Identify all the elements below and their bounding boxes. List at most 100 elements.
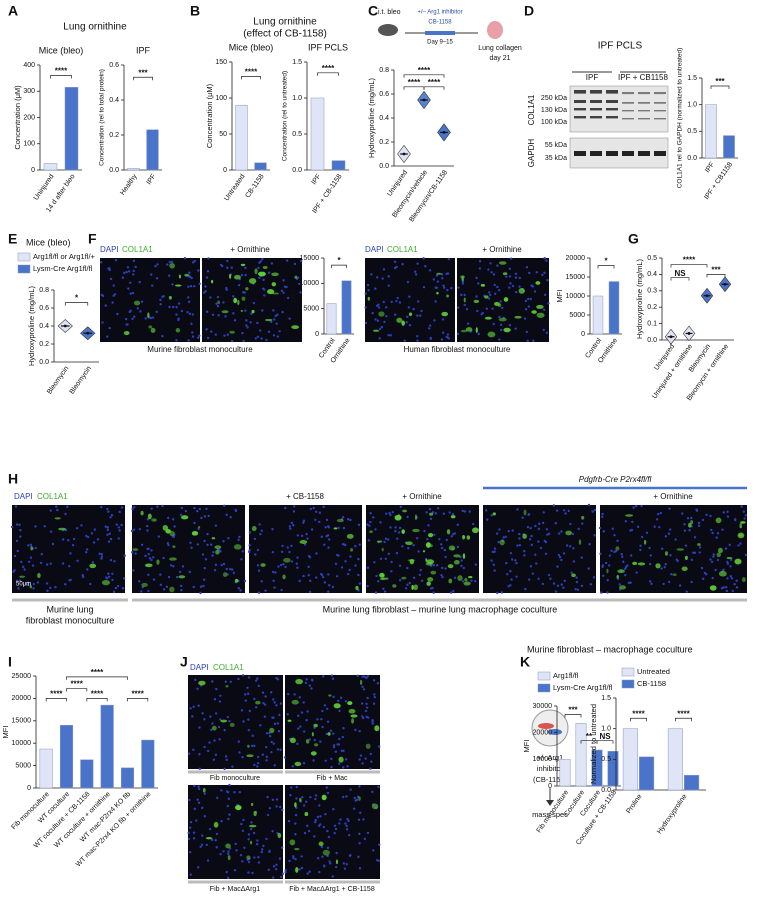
label: DAPI xyxy=(14,492,33,501)
nucleus xyxy=(272,698,275,701)
nucleus xyxy=(256,755,260,759)
collagen-signal xyxy=(294,275,298,279)
nucleus xyxy=(186,311,189,314)
nucleus xyxy=(563,579,567,582)
nucleus xyxy=(543,257,546,260)
nucleus xyxy=(428,507,432,511)
nucleus xyxy=(345,824,348,828)
nucleus xyxy=(305,678,308,681)
nucleus xyxy=(278,330,281,333)
nucleus xyxy=(607,564,611,567)
nucleus xyxy=(258,276,261,279)
nucleus xyxy=(247,860,251,864)
nucleus xyxy=(406,566,409,570)
nucleus xyxy=(333,831,336,835)
chart-title: IPF PCLS xyxy=(598,41,643,52)
nucleus xyxy=(366,716,370,719)
nucleus xyxy=(371,720,374,723)
blot-band xyxy=(638,151,650,156)
nucleus xyxy=(222,562,226,566)
collagen-signal xyxy=(336,518,344,523)
bar xyxy=(127,168,140,171)
nucleus xyxy=(61,562,65,565)
y-tick-label: 50 xyxy=(219,131,227,138)
nucleus xyxy=(288,859,291,863)
collagen-signal xyxy=(351,718,355,724)
nucleus xyxy=(378,327,382,331)
nucleus xyxy=(248,543,251,547)
nucleus xyxy=(191,331,194,334)
nucleus xyxy=(172,564,175,568)
nucleus xyxy=(375,858,379,862)
blot-band xyxy=(606,108,618,111)
collagen-signal xyxy=(355,585,359,591)
nucleus xyxy=(433,319,436,322)
nucleus xyxy=(460,564,463,568)
collagen-signal xyxy=(298,797,302,802)
nucleus xyxy=(219,718,222,721)
nucleus xyxy=(117,537,120,540)
nucleus xyxy=(701,518,705,522)
nucleus xyxy=(198,282,201,286)
nucleus xyxy=(428,269,432,272)
sig-bracket xyxy=(596,740,614,744)
nucleus xyxy=(223,334,226,337)
nucleus xyxy=(529,297,533,301)
significance: **** xyxy=(683,256,696,265)
nucleus xyxy=(377,745,381,748)
nucleus xyxy=(43,525,46,528)
nucleus xyxy=(372,679,376,682)
nucleus xyxy=(422,285,426,289)
nucleus xyxy=(502,536,505,539)
nucleus xyxy=(296,276,300,279)
nucleus xyxy=(220,789,223,792)
collagen-signal xyxy=(267,289,275,295)
bar xyxy=(622,728,638,791)
nucleus xyxy=(408,295,411,298)
y-tick-label: 15000 xyxy=(300,255,320,262)
nucleus xyxy=(629,529,632,532)
nucleus xyxy=(189,873,192,876)
nucleus xyxy=(446,288,449,292)
y-tick-label: 1.0 xyxy=(601,726,611,733)
nucleus xyxy=(309,579,312,583)
nucleus xyxy=(514,290,518,294)
nucleus xyxy=(395,551,399,555)
label: Human fibroblast monoculture xyxy=(404,345,511,354)
nucleus xyxy=(159,583,163,586)
nucleus xyxy=(150,273,153,276)
collagen-signal xyxy=(148,325,153,329)
nucleus xyxy=(261,309,264,312)
collagen-signal xyxy=(215,549,220,555)
collagen-signal xyxy=(246,754,254,758)
marker-label: 130 kDa xyxy=(541,107,567,114)
nucleus xyxy=(204,558,208,561)
nucleus xyxy=(226,333,229,336)
nucleus xyxy=(223,504,226,507)
collagen-signal xyxy=(258,271,266,277)
nucleus xyxy=(306,710,309,713)
nucleus xyxy=(376,319,380,322)
bar xyxy=(607,751,619,787)
y-axis-label: MFI xyxy=(289,290,298,303)
collagen-signal xyxy=(665,551,668,556)
collagen-signal xyxy=(428,533,434,538)
y-tick-label: 1.5 xyxy=(292,59,302,66)
nucleus xyxy=(648,546,651,550)
collagen-signal xyxy=(371,803,379,810)
y-tick-label: 0.5 xyxy=(601,756,611,763)
x-tick-label: IPF xyxy=(311,173,323,186)
y-tick-label: 100 xyxy=(23,141,35,148)
collagen-signal xyxy=(681,566,688,572)
nucleus xyxy=(321,725,324,729)
collagen-signal xyxy=(535,281,541,285)
nucleus xyxy=(258,329,262,332)
nucleus xyxy=(204,285,207,288)
nucleus xyxy=(477,282,480,285)
nucleus xyxy=(281,872,285,875)
collagen-signal xyxy=(454,559,460,565)
nucleus xyxy=(744,514,747,517)
marker-label: 35 kDa xyxy=(545,155,567,162)
nucleus xyxy=(599,552,602,556)
nucleus xyxy=(393,260,397,263)
